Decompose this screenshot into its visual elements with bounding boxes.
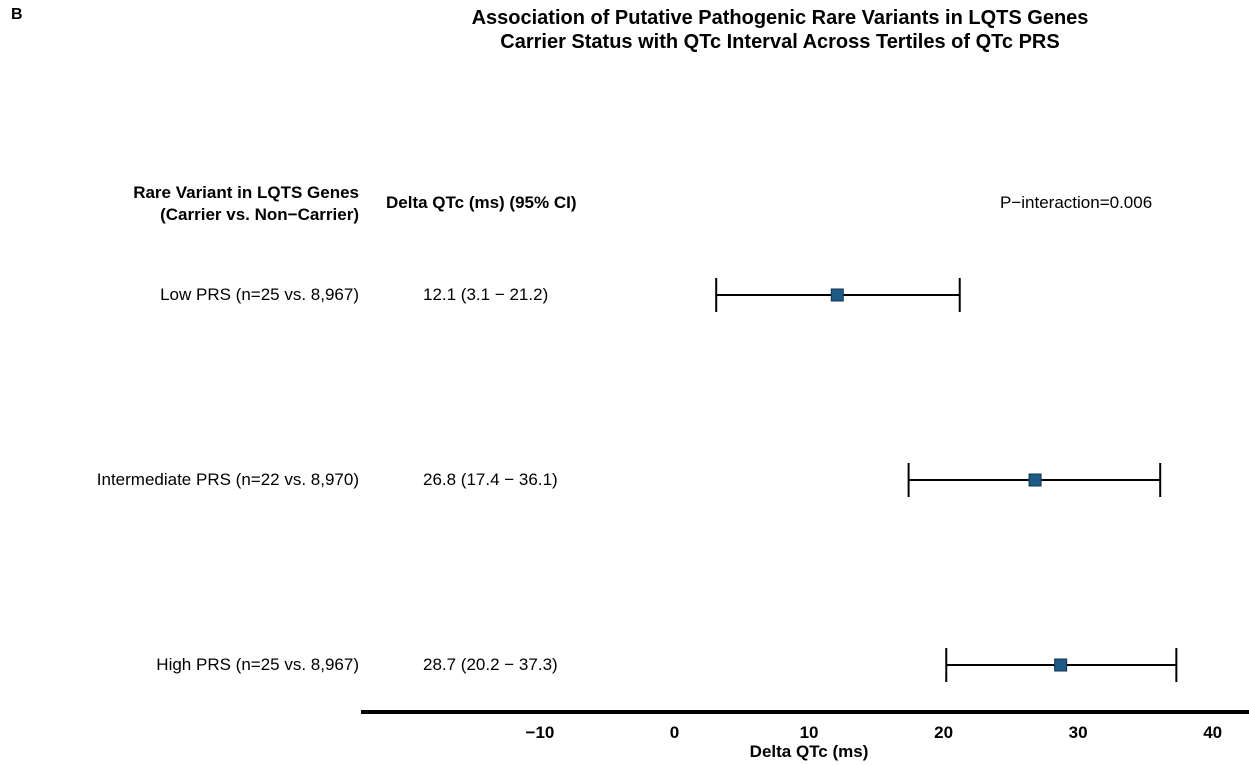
- x-axis-label: Delta QTc (ms): [750, 742, 869, 761]
- row-label-low: Low PRS (n=25 vs. 8,967): [160, 285, 359, 304]
- chart-title: Association of Putative Pathogenic Rare …: [400, 6, 1160, 54]
- point-estimate: [1028, 473, 1042, 487]
- row-ci-low: 12.1 (3.1 − 21.2): [423, 285, 549, 304]
- p-interaction-label: P−interaction=0.006: [1000, 193, 1153, 212]
- point-estimate: [830, 288, 844, 302]
- chart-title-line-2: Carrier Status with QTc Interval Across …: [500, 31, 1060, 53]
- x-tick-label: 40: [1203, 723, 1222, 742]
- variant-column-header: Rare Variant in LQTS Genes (Carrier vs. …: [133, 182, 359, 226]
- row-ci-intermediate: 26.8 (17.4 − 36.1): [423, 470, 558, 489]
- point-estimate: [1054, 658, 1068, 672]
- delta-column-header: Delta QTc (ms) (95% CI): [386, 193, 577, 212]
- chart-title-line-1: Association of Putative Pathogenic Rare …: [471, 7, 1089, 29]
- panel-letter: B: [11, 6, 23, 23]
- x-tick-label: −10: [526, 723, 555, 742]
- x-tick-label: 30: [1069, 723, 1088, 742]
- row-ci-high: 28.7 (20.2 − 37.3): [423, 655, 558, 674]
- row-label-high: High PRS (n=25 vs. 8,967): [156, 655, 359, 674]
- row-label-intermediate: Intermediate PRS (n=22 vs. 8,970): [96, 470, 359, 489]
- variant-header-line-1: Rare Variant in LQTS Genes: [133, 183, 359, 202]
- x-tick-label: 0: [670, 723, 679, 742]
- x-tick-label: 20: [934, 723, 953, 742]
- variant-header-line-2: (Carrier vs. Non−Carrier): [160, 205, 359, 224]
- x-tick-label: 10: [800, 723, 819, 742]
